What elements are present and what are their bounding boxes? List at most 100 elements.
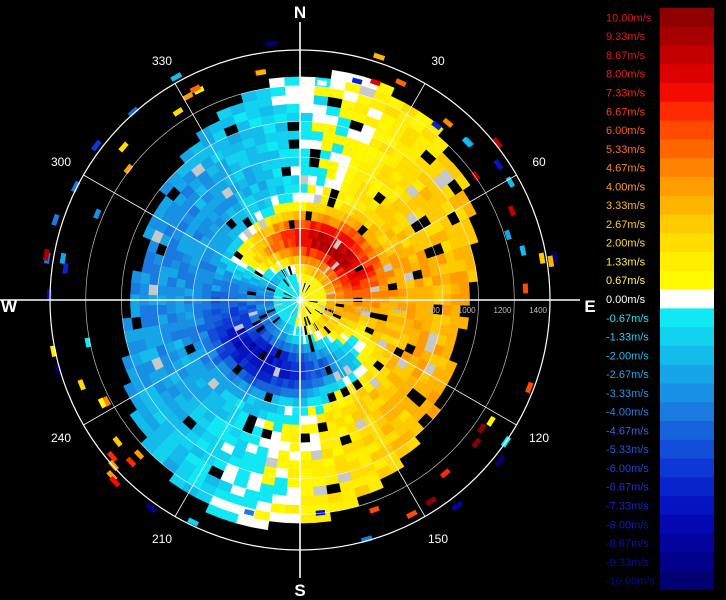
compass-north: N: [294, 3, 306, 22]
velocity-cell: [291, 174, 301, 185]
velocity-cell: [294, 371, 301, 381]
velocity-cell: [299, 504, 316, 515]
outer-echo: [108, 475, 121, 488]
velocity-cell: [210, 302, 221, 310]
velocity-cell: [310, 450, 323, 461]
outer-echo: [145, 503, 158, 514]
velocity-cell: [299, 165, 310, 176]
colorbar-label: 1.33m/s: [606, 256, 646, 268]
outer-echo: [425, 496, 437, 507]
velocity-cell: [293, 379, 301, 390]
colorbar-swatch: [660, 533, 714, 554]
velocity-cell: [166, 276, 178, 288]
compass-west: W: [1, 297, 18, 316]
velocity-cell: [344, 294, 354, 299]
velocity-cell: [285, 94, 301, 105]
outer-echo: [49, 345, 58, 358]
velocity-cell: [291, 183, 301, 194]
velocity-cell: [422, 276, 434, 288]
velocity-cell: [278, 441, 291, 452]
angle-label-30: 30: [431, 54, 445, 68]
velocity-cell: [299, 415, 309, 426]
outer-echo: [127, 106, 140, 118]
velocity-cell: [299, 460, 313, 470]
outer-echo: [519, 245, 527, 256]
velocity-cell: [299, 424, 310, 435]
velocity-cell: [309, 432, 321, 443]
colorbar-swatch: [660, 120, 714, 141]
colorbar-swatch: [660, 26, 714, 47]
velocity-cell: [292, 192, 301, 203]
velocity-cell: [276, 458, 290, 470]
colorbar-label: -6.67m/s: [606, 482, 649, 494]
velocity-cell: [286, 201, 294, 212]
colorbar-swatch: [660, 64, 714, 84]
velocity-cell: [309, 441, 322, 452]
outer-echo: [315, 509, 326, 516]
velocity-cell: [312, 485, 328, 497]
velocity-cell: [284, 85, 301, 96]
velocity-cell: [406, 287, 417, 297]
outer-echo: [369, 505, 380, 514]
colorbar-swatch: [660, 477, 714, 497]
outer-echo: [125, 456, 137, 468]
velocity-cell: [174, 303, 185, 314]
velocity-cell: [183, 303, 194, 313]
outer-echo: [59, 252, 67, 264]
outer-echo: [42, 248, 50, 261]
outer-echo: [106, 450, 118, 463]
velocity-cell: [299, 371, 306, 381]
velocity-cell: [129, 409, 146, 427]
colorbar-swatch: [660, 233, 714, 253]
velocity-cell: [288, 451, 301, 461]
colorbar-label: 2.00m/s: [606, 238, 646, 250]
colorbar-label: -6.00m/s: [606, 463, 649, 475]
polar-grid: [0, 22, 580, 578]
velocity-cell: [294, 219, 301, 229]
outer-echo: [247, 520, 258, 528]
angle-label-60: 60: [532, 155, 546, 169]
velocity-cell: [432, 284, 443, 296]
velocity-cell: [299, 486, 314, 497]
velocity-cell: [299, 156, 311, 167]
azimuth-spoke: [299, 299, 426, 517]
colorbar-label: 0.67m/s: [606, 275, 646, 287]
colorbar-swatch: [660, 552, 714, 572]
velocity-cell: [282, 414, 293, 425]
velocity-cell: [299, 76, 316, 87]
colorbar-label: 8.67m/s: [606, 50, 646, 62]
outer-echo: [486, 415, 496, 427]
velocity-cell: [293, 210, 301, 221]
range-label-1400: 1400: [529, 306, 547, 315]
colorbar-swatch: [660, 496, 714, 516]
colorbar-swatch: [660, 514, 714, 535]
velocity-cell: [387, 282, 398, 291]
velocity-cell: [277, 139, 290, 150]
velocity-cell: [441, 283, 452, 296]
velocity-cell: [307, 175, 318, 186]
velocity-cell: [299, 183, 309, 194]
colorbar-label: -1.33m/s: [606, 332, 649, 344]
azimuth-spoke: [299, 174, 517, 301]
outer-echo: [547, 255, 555, 268]
outer-echo: [112, 436, 123, 448]
velocity-cell: [277, 450, 290, 461]
compass-south: S: [294, 581, 305, 600]
angle-label-300: 300: [51, 155, 71, 169]
colorbar-label: 6.67m/s: [606, 106, 646, 118]
velocity-cell: [286, 112, 301, 123]
velocity-cell: [396, 281, 407, 290]
azimuth-spoke: [299, 299, 517, 426]
velocity-cell: [201, 289, 212, 298]
velocity-cell: [312, 476, 327, 488]
outer-echo: [522, 283, 529, 294]
velocity-cell: [285, 495, 301, 506]
velocity-cell: [157, 284, 168, 296]
velocity-cell: [281, 423, 292, 434]
velocity-cell: [308, 166, 319, 177]
velocity-cell: [286, 486, 301, 497]
velocity-cell: [299, 148, 311, 158]
velocity-cells: [42, 40, 558, 544]
outer-echo: [265, 40, 277, 47]
colorbar-swatch: [660, 8, 714, 28]
